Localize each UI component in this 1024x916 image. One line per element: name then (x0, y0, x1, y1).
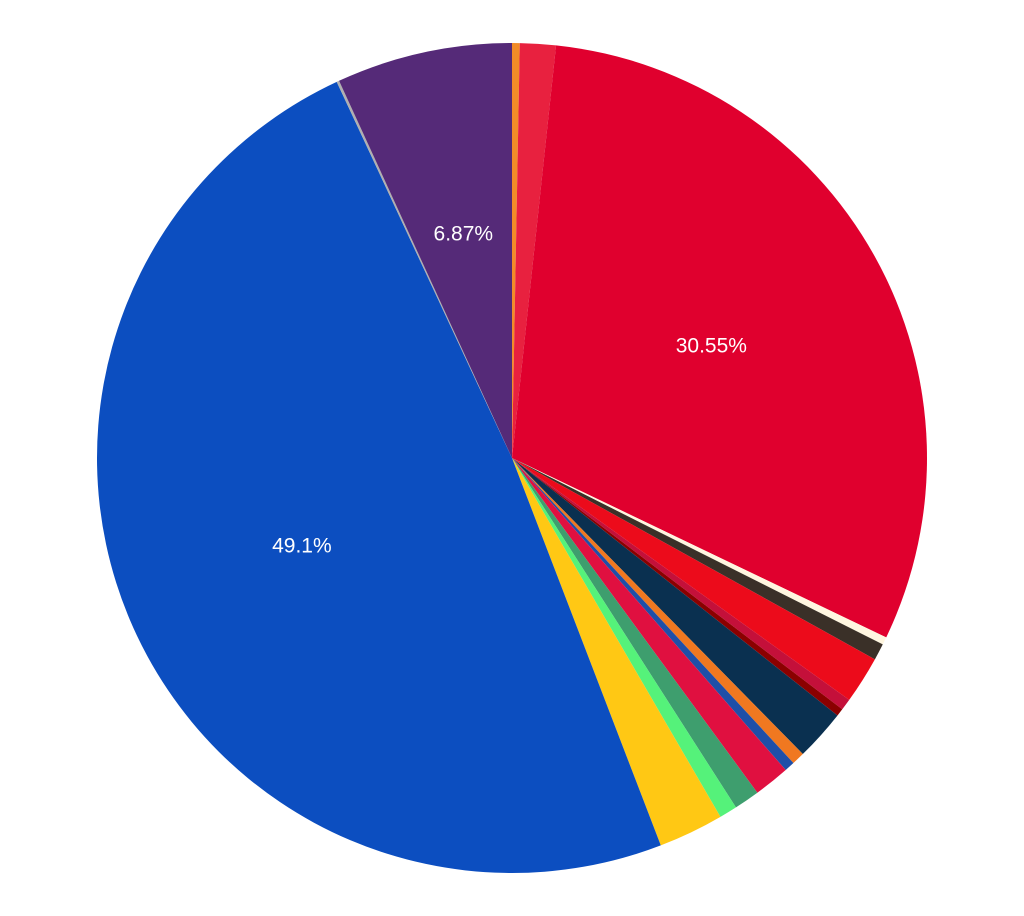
pie-labels: 30.55% 49.1% 6.87% (272, 223, 747, 558)
pie-slice-16 (97, 81, 661, 873)
pie-slices (97, 43, 927, 873)
pie-slice-5 (512, 458, 883, 660)
pie-slice-2 (512, 43, 557, 458)
slice-label-18: 6.87% (434, 223, 494, 246)
pie-slice-1 (512, 43, 520, 458)
pie-slice-12 (512, 458, 786, 793)
pie-slice-15 (512, 458, 721, 846)
pie-slice-8 (512, 458, 843, 716)
pie-slice-14 (512, 458, 736, 817)
pie-slice-11 (512, 458, 794, 770)
pie-slice-10 (512, 458, 803, 764)
pie-slice-7 (512, 458, 850, 710)
pie-slice-3 (512, 45, 927, 638)
pie-slice-9 (512, 458, 838, 755)
pie-slice-6 (512, 458, 875, 700)
pie-slice-4 (512, 458, 887, 645)
slice-label-3: 30.55% (676, 334, 747, 357)
slice-label-16: 49.1% (272, 535, 332, 558)
pie-slice-17 (336, 80, 512, 458)
pie-slice-18 (339, 43, 512, 458)
pie-slice-13 (512, 458, 758, 808)
